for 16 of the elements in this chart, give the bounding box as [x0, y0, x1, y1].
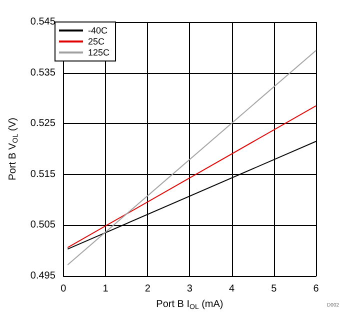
y-tick-label: 0.535 [30, 67, 56, 78]
x-tick-label: 3 [186, 284, 193, 294]
x-tick-label: 5 [271, 284, 278, 294]
legend-label: 125C [88, 48, 110, 58]
x-tick-label: 2 [144, 284, 151, 294]
x-tick-label: 6 [313, 284, 320, 294]
x-tick-label: 4 [229, 284, 236, 294]
y-tick-label: 0.495 [30, 270, 56, 282]
legend-label: 25C [88, 36, 106, 46]
legend-label: -40C [88, 26, 108, 36]
y-tick-label: 0.505 [30, 220, 56, 231]
y-tick-label: 0.525 [30, 118, 56, 130]
y-tick-label: 0.515 [30, 168, 56, 180]
x-tick-label: 1 [102, 284, 109, 294]
x-tick-label: 0 [60, 284, 67, 294]
y-tick-label: 0.545 [30, 16, 56, 28]
